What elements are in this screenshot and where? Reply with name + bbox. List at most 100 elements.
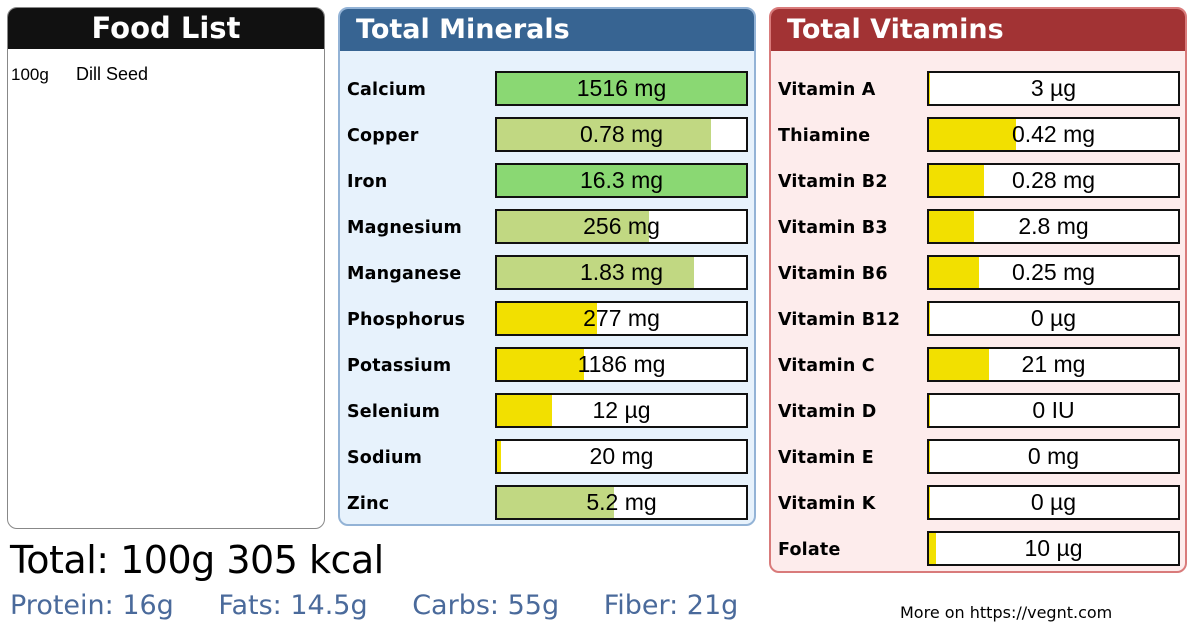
nutrient-bar: 10 µg [927,531,1180,566]
nutrient-bar: 1.83 mg [495,255,748,290]
nutrient-label: Zinc [347,494,390,514]
nutrient-value: 2.8 mg [1018,213,1089,239]
nutrient-bar: 0 µg [927,485,1180,520]
nutrient-bar: 0.25 mg [927,255,1180,290]
nutrient-bar: 3 µg [927,71,1180,106]
nutrient-label: Magnesium [347,218,462,238]
nutrient-value: 1516 mg [576,75,667,101]
nutrient-label: Folate [778,540,841,560]
mineral-row: Manganese 1.83 mg [340,254,754,300]
mineral-row: Phosphorus 277 mg [340,300,754,346]
nutrient-bar-fill [497,211,649,242]
nutrient-bar-fill [497,73,746,104]
vitamin-row: Vitamin B12 0 µg [771,300,1185,346]
mineral-row: Potassium 1186 mg [340,346,754,392]
nutrient-label: Calcium [347,80,427,100]
mineral-row: Zinc 5.2 mg [340,484,754,524]
nutrient-bar-fill [929,487,931,518]
nutrient-value: 0 µg [1030,489,1077,515]
nutrient-value: 0.28 mg [1011,167,1096,193]
nutrient-value: 12 µg [592,397,651,423]
nutrient-bar: 1516 mg [495,71,748,106]
nutrient-label: Thiamine [778,126,871,146]
vitamin-row: Thiamine 0.42 mg [771,116,1185,162]
nutrient-value: 1186 mg [577,351,666,377]
nutrient-label: Vitamin K [778,494,876,514]
vitamins-title: Total Vitamins [771,9,1185,51]
minerals-list: Calcium 1516 mg Copper 0.78 mg Iron 16.3 mg Ma… [340,51,754,524]
vitamin-row: Vitamin E 0 mg [771,438,1185,484]
mineral-row: Copper 0.78 mg [340,116,754,162]
nutrient-bar: 16.3 mg [495,163,748,198]
nutrient-label: Manganese [347,264,462,284]
nutrient-bar: 0.78 mg [495,117,748,152]
nutrient-label: Selenium [347,402,441,422]
carbs-value: Carbs: 55g [412,590,560,621]
food-name: Dill Seed [76,64,149,84]
nutrient-bar: 0 µg [927,301,1180,336]
nutrient-bar: 1186 mg [495,347,748,382]
nutrient-value: 277 mg [583,305,660,331]
nutrient-bar-fill [929,349,989,380]
nutrient-bar-fill [497,441,501,472]
nutrient-bar-fill [497,119,712,150]
nutrient-bar-fill [929,165,984,196]
nutrient-bar: 2.8 mg [927,209,1180,244]
nutrient-bar-fill [929,533,937,564]
nutrient-value: 16.3 mg [579,167,664,193]
nutrient-bar-fill [929,395,931,426]
nutrient-label: Vitamin C [778,356,875,376]
nutrient-label: Phosphorus [347,310,466,330]
food-list-title: Food List [8,8,324,49]
nutrient-bar-fill [497,349,585,380]
nutrient-value: 0.25 mg [1011,259,1096,285]
vitamins-list: Vitamin A 3 µg Thiamine 0.42 mg Vitamin B2 0.… [771,51,1185,571]
nutrient-value: 0 µg [1030,305,1077,331]
nutrient-value: 5.2 mg [586,489,657,515]
nutrient-bar-fill [929,73,931,104]
nutrient-bar-fill [497,395,552,426]
nutrient-value: 0.78 mg [579,121,664,147]
nutrient-bar-fill [497,257,694,288]
nutrient-bar-fill [929,119,1017,150]
nutrient-label: Vitamin E [778,448,874,468]
total-summary: Total: 100g 305 kcal [10,538,384,582]
mineral-row: Calcium 1516 mg [340,70,754,116]
nutrient-bar: 20 mg [495,439,748,474]
mineral-row: Sodium 20 mg [340,438,754,484]
nutrient-value: 3 µg [1030,75,1077,101]
vitamin-row: Vitamin B6 0.25 mg [771,254,1185,300]
protein-value: Protein: 16g [10,590,174,621]
vitamins-panel: Total Vitamins Vitamin A 3 µg Thiamine 0.42… [769,7,1187,573]
nutrient-bar-fill [497,487,615,518]
mineral-row: Iron 16.3 mg [340,162,754,208]
nutrient-bar-fill [929,441,931,472]
food-list-panel: Food List 100g Dill Seed [7,7,325,529]
nutrient-bar-fill [497,165,746,196]
fiber-value: Fiber: 21g [603,590,739,621]
mineral-row: Magnesium 256 mg [340,208,754,254]
mineral-row: Selenium 12 µg [340,392,754,438]
nutrient-value: 0 mg [1027,443,1080,469]
vitamin-row: Vitamin A 3 µg [771,70,1185,116]
nutrient-bar: 256 mg [495,209,748,244]
nutrient-label: Iron [347,172,388,192]
nutrient-label: Vitamin B12 [778,310,901,330]
nutrient-label: Vitamin B6 [778,264,888,284]
nutrient-label: Potassium [347,356,452,376]
nutrient-value: 10 µg [1024,535,1083,561]
vitamin-row: Vitamin B2 0.28 mg [771,162,1185,208]
nutrient-value: 0.42 mg [1011,121,1096,147]
nutrient-bar-fill [929,257,979,288]
more-info-link[interactable]: More on https://vegnt.com [900,603,1113,622]
nutrient-bar-fill [929,303,931,334]
nutrient-value: 21 mg [1021,351,1086,377]
nutrient-bar: 0.42 mg [927,117,1180,152]
nutrient-value: 0 IU [1032,397,1075,423]
nutrient-bar: 21 mg [927,347,1180,382]
nutrient-value: 256 mg [583,213,660,239]
food-list-item[interactable]: 100g Dill Seed [8,49,324,85]
nutrient-label: Vitamin A [778,80,876,100]
nutrient-label: Copper [347,126,419,146]
fats-value: Fats: 14.5g [218,590,368,621]
